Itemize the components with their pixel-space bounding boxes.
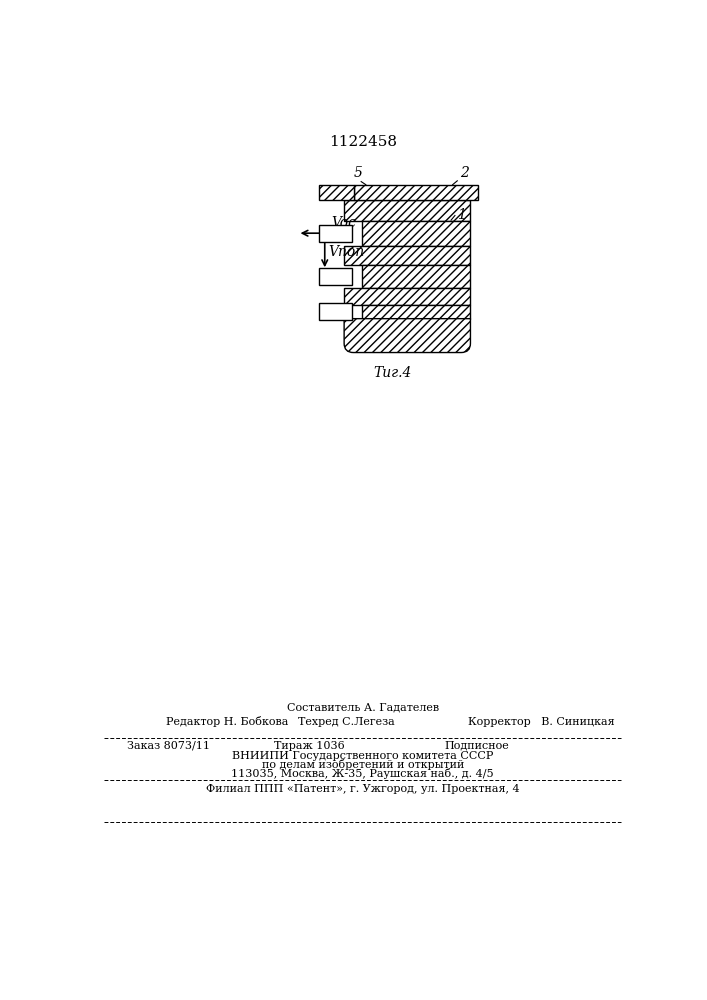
Bar [320,225,352,242]
Text: Τиг.4: Τиг.4 [374,366,412,380]
Text: по делам изобретений и открытий: по делам изобретений и открытий [262,759,464,770]
Text: Редактор Н. Бобкова: Редактор Н. Бобкова [166,716,288,727]
Text: 1: 1 [457,208,466,222]
Text: 5: 5 [354,166,363,180]
Text: 113035, Москва, Ж-35, Раушская наб., д. 4/5: 113035, Москва, Ж-35, Раушская наб., д. … [231,768,494,779]
Bar [344,200,470,221]
Text: Vпоп: Vпоп [329,245,365,259]
Bar [354,185,478,200]
Bar [320,268,352,285]
Bar [344,246,470,265]
Text: Тираж 1036: Тираж 1036 [274,741,345,751]
Text: Техред С.Легеза: Техред С.Легеза [298,717,395,727]
Text: Подписное: Подписное [445,741,510,751]
Text: Voc: Voc [332,216,356,230]
Bar [362,305,470,319]
Bar [362,265,470,288]
Text: Корректор   В. Синицкая: Корректор В. Синицкая [468,717,615,727]
Text: 1122458: 1122458 [329,135,397,149]
Bar [320,303,352,320]
Text: 2: 2 [460,166,469,180]
Text: ВНИИПИ Государственного комитета СССР: ВНИИПИ Государственного комитета СССР [232,751,493,761]
Text: Составитель А. Гадателев: Составитель А. Гадателев [286,703,439,713]
PathPatch shape [344,319,470,353]
Bar [344,288,470,305]
Bar [362,221,470,246]
Text: Филиал ППП «Патент», г. Ужгород, ул. Проектная, 4: Филиал ППП «Патент», г. Ужгород, ул. Про… [206,784,520,794]
Text: Заказ 8073/11: Заказ 8073/11 [127,741,210,751]
Bar [320,185,354,200]
